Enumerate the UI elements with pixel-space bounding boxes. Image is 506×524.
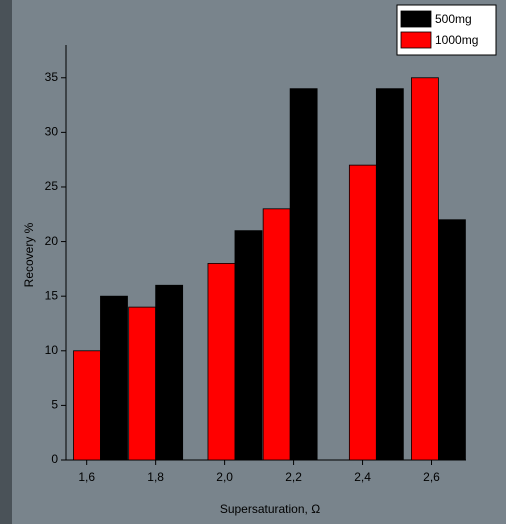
x-tick-label: 2,4 [354, 470, 371, 484]
bar [156, 285, 183, 460]
x-axis-label: Supersaturation, Ω [220, 502, 320, 516]
x-tick-label: 2,6 [423, 470, 440, 484]
y-tick-label: 35 [45, 70, 59, 84]
bar [100, 296, 127, 460]
y-tick-label: 0 [51, 452, 58, 466]
bar [290, 89, 317, 460]
y-tick-label: 10 [45, 343, 59, 357]
y-axis-label: Recovery % [22, 222, 36, 287]
x-tick-label: 1,6 [78, 470, 95, 484]
legend-label: 1000mg [435, 33, 478, 47]
photo-edge [0, 0, 12, 524]
bar [438, 220, 465, 460]
bar [73, 351, 100, 460]
y-tick-label: 20 [45, 234, 59, 248]
chart: Supersaturation, Ω Recovery % 0 5 10 15 20 25… [0, 0, 506, 524]
legend-swatch [401, 32, 431, 48]
bar [208, 263, 235, 460]
bar [376, 89, 403, 460]
y-tick-label: 5 [51, 398, 58, 412]
x-tick-label: 1,8 [147, 470, 164, 484]
bar [349, 165, 376, 460]
bar [411, 78, 438, 460]
bar [263, 209, 290, 460]
legend-swatch [401, 11, 431, 27]
y-tick-label: 30 [45, 125, 59, 139]
x-tick-label: 2,0 [216, 470, 233, 484]
x-tick-label: 2,2 [285, 470, 302, 484]
y-tick-label: 15 [45, 288, 59, 302]
bar [129, 307, 156, 460]
legend-label: 500mg [435, 12, 472, 26]
y-tick-label: 25 [45, 179, 59, 193]
bar [235, 231, 262, 460]
